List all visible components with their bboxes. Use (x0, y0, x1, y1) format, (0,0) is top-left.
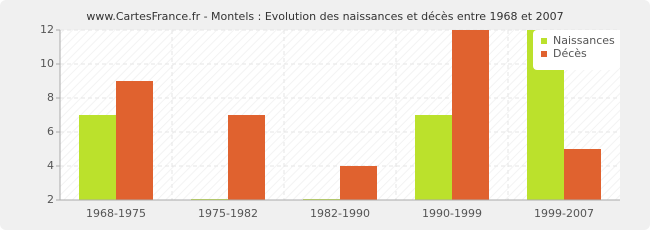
bar (340, 166, 377, 200)
bar (564, 149, 601, 200)
chart: www.CartesFrance.fr - Montels : Evolutio… (0, 0, 650, 230)
y-tick-label: 10 (40, 57, 54, 70)
legend-box (533, 30, 620, 70)
chart-title: www.CartesFrance.fr - Montels : Evolutio… (86, 10, 563, 23)
bar (415, 115, 452, 200)
legend-swatch (541, 51, 547, 57)
x-tick-label: 1990-1999 (422, 207, 482, 220)
y-tick-label: 8 (47, 91, 54, 104)
bar (116, 81, 153, 200)
x-tick-label: 1968-1975 (86, 207, 146, 220)
x-tick-label: 1982-1990 (310, 207, 370, 220)
bar (79, 115, 116, 200)
bar (452, 30, 489, 200)
y-tick-label: 12 (40, 23, 54, 36)
bar (228, 115, 265, 200)
x-tick-label: 1975-1982 (198, 207, 258, 220)
y-tick-label: 6 (47, 125, 54, 138)
legend-swatch (541, 38, 547, 44)
legend-label: Naissances (553, 34, 615, 47)
y-tick-label: 2 (47, 193, 54, 206)
y-tick-label: 4 (47, 159, 54, 172)
legend-label: Décès (553, 47, 587, 60)
x-tick-label: 1999-2007 (534, 207, 594, 220)
